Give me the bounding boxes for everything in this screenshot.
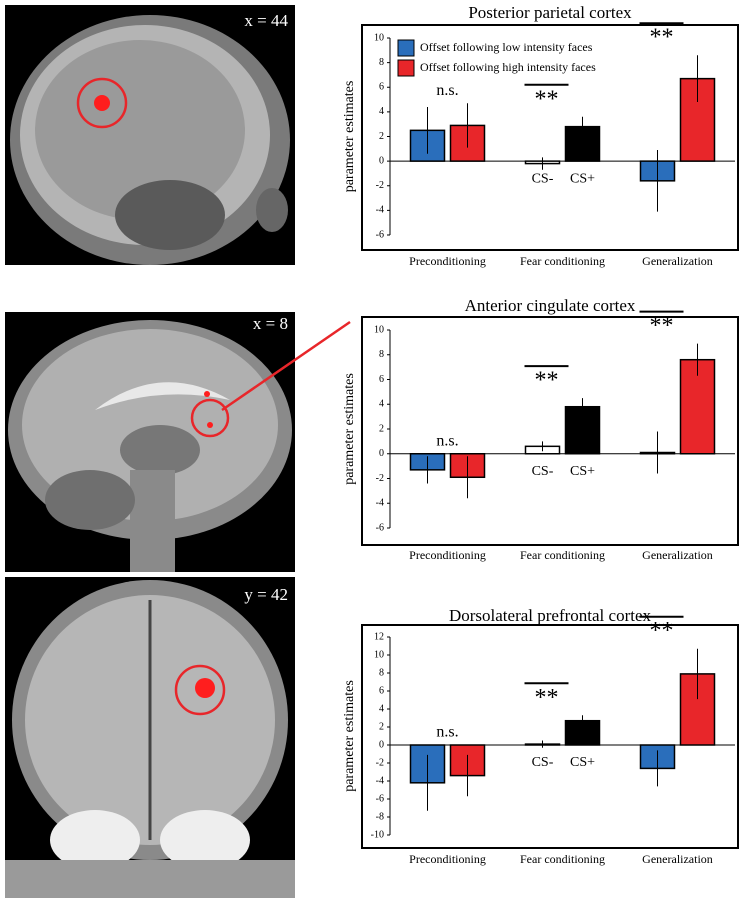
y-tick-label: 4 (379, 106, 384, 117)
y-tick-label: 6 (379, 82, 384, 93)
legend-label: Offset following low intensity faces (420, 40, 593, 54)
legend-swatch (397, 59, 415, 77)
chart-title: Anterior cingulate cortex (465, 296, 636, 315)
x-tick-label: Preconditioning (409, 254, 486, 268)
y-tick-label: 6 (379, 374, 384, 385)
brain-image (5, 5, 295, 265)
brain-image (5, 577, 295, 898)
y-tick-label: 0 (379, 739, 384, 750)
x-tick-label: Preconditioning (409, 548, 486, 562)
bar-label: CS+ (570, 171, 595, 186)
x-tick-label: Fear conditioning (520, 852, 605, 866)
y-tick-label: -2 (376, 757, 384, 768)
y-axis-label: parameter estimates (342, 373, 357, 485)
y-tick-label: -6 (376, 229, 384, 240)
y-tick-label: -10 (371, 829, 384, 840)
y-tick-label: -4 (376, 498, 384, 509)
bar-label: CS- (532, 755, 554, 770)
y-tick-label: 4 (379, 399, 384, 410)
slice-label: x = 44 (244, 11, 288, 30)
x-tick-label: Preconditioning (409, 852, 486, 866)
y-tick-label: -4 (376, 205, 384, 216)
y-tick-label: 10 (374, 324, 384, 335)
y-tick-label: 2 (379, 423, 384, 434)
chart-frame (361, 24, 739, 251)
y-tick-label: -2 (376, 180, 384, 191)
bar-label: CS- (532, 464, 554, 479)
chart-title: Posterior parietal cortex (468, 3, 632, 22)
bar-label: CS+ (570, 755, 595, 770)
y-tick-label: 0 (379, 155, 384, 166)
x-tick-label: Generalization (642, 548, 713, 562)
legend-swatch (397, 39, 415, 57)
significance-label: n.s. (436, 432, 458, 449)
y-tick-label: 8 (379, 57, 384, 68)
chart-frame (361, 624, 739, 849)
y-axis-label: parameter estimates (342, 81, 357, 193)
x-tick-label: Fear conditioning (520, 254, 605, 268)
brain-image (5, 312, 351, 572)
significance-label: ** (650, 25, 674, 51)
y-tick-label: -6 (376, 793, 384, 804)
x-tick-label: Fear conditioning (520, 548, 605, 562)
y-tick-label: -2 (376, 473, 384, 484)
y-tick-label: 6 (379, 685, 384, 696)
bar-label: CS+ (570, 464, 595, 479)
significance-label: ** (650, 618, 674, 644)
significance-label: ** (650, 313, 674, 339)
y-tick-label: -4 (376, 775, 384, 786)
chart-title: Dorsolateral prefrontal cortex (449, 606, 652, 625)
x-tick-label: Generalization (642, 852, 713, 866)
significance-label: ** (535, 368, 559, 394)
y-tick-label: 10 (374, 32, 384, 43)
y-tick-label: -8 (376, 811, 384, 822)
y-tick-label: 0 (379, 448, 384, 459)
y-tick-label: 8 (379, 667, 384, 678)
y-tick-label: 8 (379, 349, 384, 360)
bar-label: CS- (532, 171, 554, 186)
y-tick-label: -6 (376, 522, 384, 533)
y-axis-label: parameter estimates (342, 680, 357, 792)
x-tick-label: Generalization (642, 254, 713, 268)
slice-label: x = 8 (253, 314, 288, 333)
y-tick-label: 4 (379, 703, 384, 714)
chart-frame (361, 316, 739, 546)
slice-label: y = 42 (244, 585, 288, 604)
significance-label: n.s. (436, 82, 458, 99)
y-tick-label: 2 (379, 131, 384, 142)
significance-label: ** (535, 685, 559, 711)
y-tick-label: 12 (374, 631, 384, 642)
significance-label: ** (535, 86, 559, 112)
legend-label: Offset following high intensity faces (420, 60, 596, 74)
y-tick-label: 10 (374, 649, 384, 660)
significance-label: n.s. (436, 724, 458, 741)
y-tick-label: 2 (379, 721, 384, 732)
